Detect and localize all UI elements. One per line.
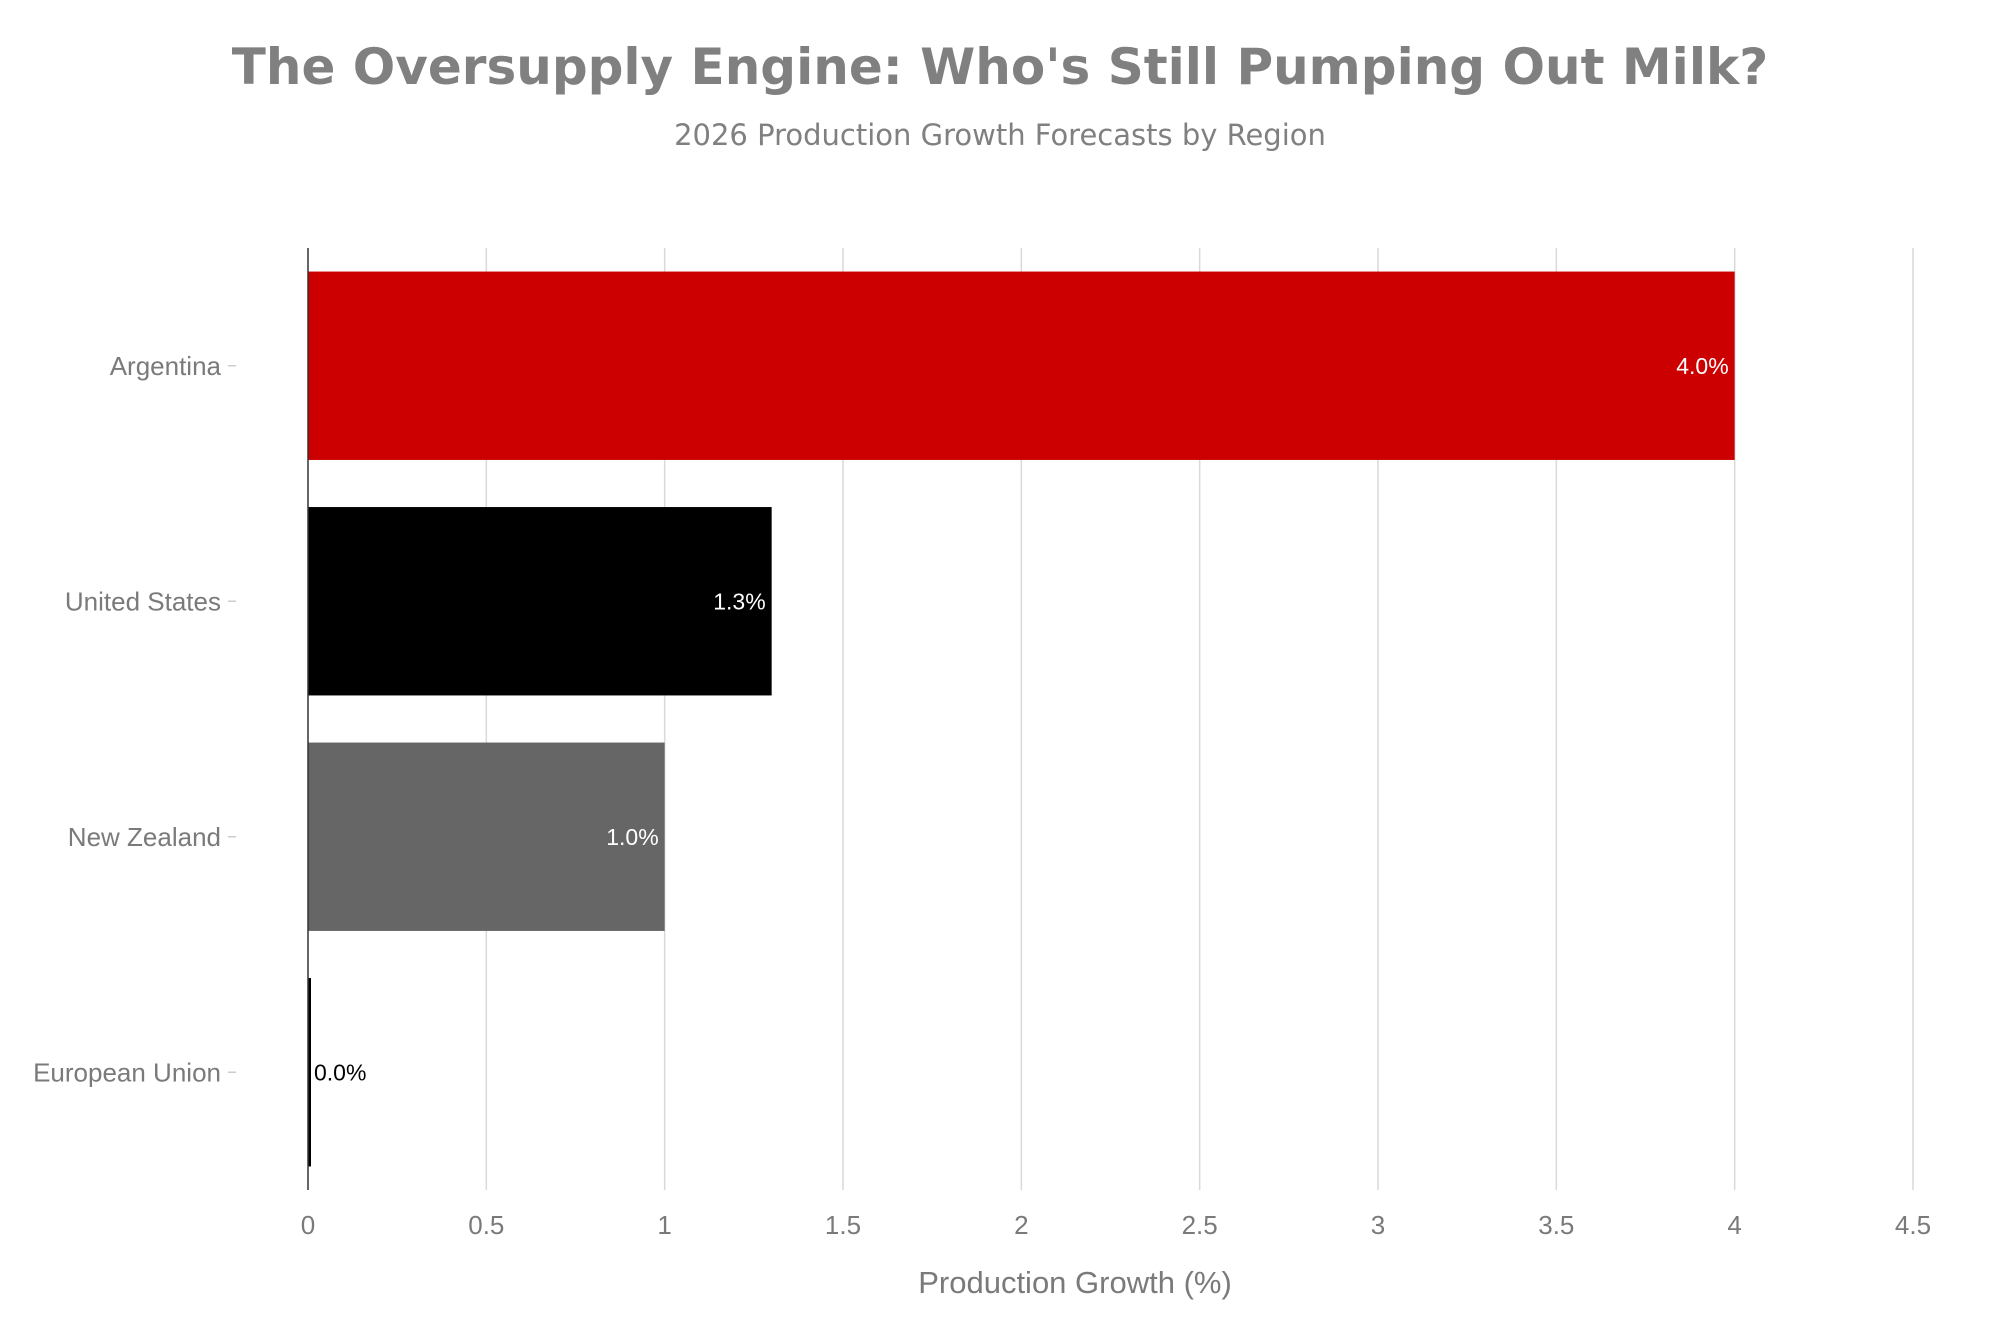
bar: [308, 271, 1735, 460]
bar: [308, 507, 772, 696]
labels: 0 0.5 1 1.5 2 2.5 3 3.5 4 4.5 Argentina 4.0% United …: [33, 351, 1931, 1240]
x-tick-label: 1: [657, 1210, 671, 1240]
x-tick-label: 2.5: [1182, 1210, 1218, 1240]
x-axis-title: Production Growth (%): [918, 1265, 1232, 1300]
category-label: New Zealand: [68, 822, 221, 852]
data-label: 1.0%: [606, 824, 658, 850]
category-label: Argentina: [110, 351, 222, 381]
bars: [308, 271, 1735, 1167]
data-label: 4.0%: [1676, 353, 1728, 379]
x-tick-label: 4.5: [1895, 1210, 1931, 1240]
category-label: European Union: [33, 1057, 221, 1087]
x-tick-label: 3: [1371, 1210, 1385, 1240]
axes: [228, 248, 309, 1190]
x-tick-label: 4: [1727, 1210, 1741, 1240]
x-tick-label: 1.5: [825, 1210, 861, 1240]
chart-title: The Oversupply Engine: Who's Still Pumpi…: [231, 38, 1769, 96]
data-label: 0.0%: [314, 1059, 366, 1085]
x-tick-label: 3.5: [1538, 1210, 1574, 1240]
bar: [308, 978, 311, 1167]
bar: [308, 742, 665, 931]
x-tick-label: 2: [1014, 1210, 1028, 1240]
x-tick-label: 0.5: [468, 1210, 504, 1240]
data-label: 1.3%: [713, 588, 765, 614]
chart-subtitle: 2026 Production Growth Forecasts by Regi…: [674, 118, 1326, 152]
category-label: United States: [65, 586, 221, 616]
x-tick-label: 0: [301, 1210, 315, 1240]
